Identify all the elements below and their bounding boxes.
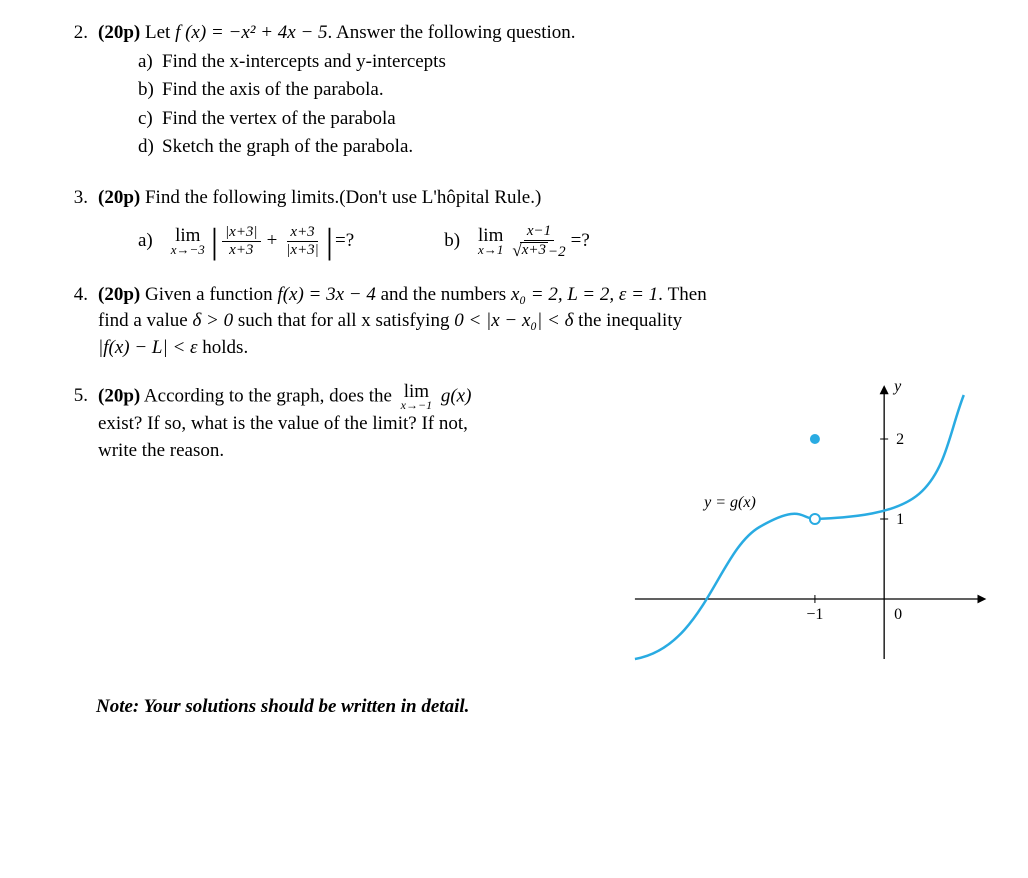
- problem-body: (20p) Let f (x) = −x² + 4x − 5. Answer t…: [98, 20, 988, 163]
- points: (20p): [98, 284, 140, 305]
- lim-symbol: lim x→1: [478, 227, 503, 256]
- problem-intro: (20p) Let f (x) = −x² + 4x − 5. Answer t…: [98, 20, 988, 47]
- problem-body: (20p) According to the graph, does the l…: [98, 383, 988, 672]
- problem-number: 3.: [60, 185, 98, 260]
- lim-symbol: lim x→−1: [401, 383, 432, 411]
- graph-svg: −1012xyy = g(x): [628, 383, 988, 663]
- fraction-2: x+3 |x+3|: [283, 225, 322, 258]
- abs-bar-left: |: [211, 227, 218, 256]
- problem-4: 4. (20p) Given a function f(x) = 3x − 4 …: [60, 282, 988, 362]
- limit-a: a) lim x→−3 | |x+3| x+3 + x+3 |x+3| | =?: [138, 225, 354, 258]
- line-1: (20p) Given a function f(x) = 3x − 4 and…: [98, 282, 988, 309]
- function-def: f (x) = −x² + 4x − 5: [175, 22, 327, 43]
- subpart-b: b)Find the axis of the parabola.: [138, 77, 988, 104]
- values: x₀ = 2, L = 2, ε = 1: [511, 284, 658, 305]
- fraction-1: |x+3| x+3: [222, 225, 261, 258]
- points: (20p): [98, 22, 140, 43]
- line-1: (20p) According to the graph, does the l…: [98, 383, 608, 411]
- line-2: find a value δ > 0 such that for all x s…: [98, 308, 988, 335]
- subpart-d: d)Sketch the graph of the parabola.: [138, 134, 988, 161]
- problem-number: 4.: [60, 282, 98, 362]
- abs-bar-right: |: [326, 227, 333, 256]
- line-2: exist? If so, what is the value of the l…: [98, 411, 608, 438]
- graph: −1012xyy = g(x): [628, 383, 988, 672]
- limits-row: a) lim x→−3 | |x+3| x+3 + x+3 |x+3| | =?: [98, 224, 988, 260]
- problem-body: (20p) Find the following limits.(Don't u…: [98, 185, 988, 260]
- svg-text:−1: −1: [806, 606, 823, 623]
- svg-text:1: 1: [896, 511, 904, 528]
- svg-text:y: y: [892, 383, 902, 395]
- q5-text: (20p) According to the graph, does the l…: [98, 383, 608, 464]
- points: (20p): [98, 386, 140, 407]
- subparts: a)Find the x-intercepts and y-intercepts…: [98, 49, 988, 161]
- problem-number: 5.: [60, 383, 98, 672]
- problem-5: 5. (20p) According to the graph, does th…: [60, 383, 988, 672]
- subpart-a: a)Find the x-intercepts and y-intercepts: [138, 49, 988, 76]
- sqrt: √x+3: [512, 242, 548, 259]
- problem-intro: (20p) Find the following limits.(Don't u…: [98, 185, 988, 212]
- svg-text:y = g(x): y = g(x): [702, 494, 756, 511]
- problem-2: 2. (20p) Let f (x) = −x² + 4x − 5. Answe…: [60, 20, 988, 163]
- points: (20p): [98, 187, 140, 208]
- svg-text:2: 2: [896, 431, 904, 448]
- problem-number: 2.: [60, 20, 98, 163]
- line-3: |f(x) − L| < ε holds.: [98, 335, 988, 362]
- condition: 0 < |x − x₀| < δ: [454, 310, 573, 331]
- function-def: f(x) = 3x − 4: [277, 284, 375, 305]
- subpart-c: c)Find the vertex of the parabola: [138, 106, 988, 133]
- svg-text:0: 0: [894, 606, 902, 623]
- problem-body: (20p) Given a function f(x) = 3x − 4 and…: [98, 282, 988, 362]
- fraction-b: x−1 √x+3−2: [509, 224, 568, 260]
- problem-3: 3. (20p) Find the following limits.(Don'…: [60, 185, 988, 260]
- lim-symbol: lim x→−3: [171, 227, 205, 256]
- note: Note: Your solutions should be written i…: [60, 694, 988, 721]
- inequality: |f(x) − L| < ε: [98, 337, 198, 358]
- line-3: write the reason.: [98, 438, 608, 465]
- limit-b: b) lim x→1 x−1 √x+3−2 =?: [444, 224, 590, 260]
